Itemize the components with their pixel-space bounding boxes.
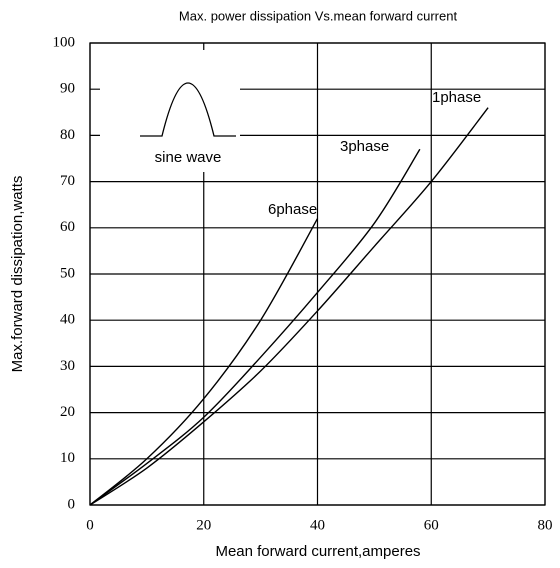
x-axis-label: Mean forward current,amperes: [215, 543, 420, 560]
y-tick-label: 30: [60, 358, 75, 374]
series-line: [89, 148, 421, 506]
annotation: sine wave: [155, 149, 222, 166]
inset-background: [100, 50, 240, 172]
lines: [89, 107, 489, 506]
y-tick-label: 80: [60, 127, 75, 143]
y-tick-label: 90: [60, 81, 75, 97]
plot-border: [89, 42, 546, 506]
sine-wave-icon: [140, 82, 236, 137]
x-tick-label: 60: [424, 517, 439, 533]
series-line: [89, 218, 319, 506]
y-tick-label: 0: [68, 496, 76, 512]
series-line: [89, 107, 489, 506]
series-label: 1phase: [432, 89, 481, 106]
x-tick-label: 80: [538, 517, 553, 533]
series-labels: 1phase 3phase 6phase: [268, 89, 481, 218]
y-tick-label: 60: [60, 219, 75, 235]
x-tick-label: 40: [310, 517, 325, 533]
chart-title: Max. power dissipation Vs.mean forward c…: [179, 8, 458, 23]
y-tick-label: 100: [53, 34, 76, 50]
y-tick-label: 10: [60, 450, 75, 466]
y-tick-label: 20: [60, 404, 75, 420]
y-tick-label: 40: [60, 312, 75, 328]
x-tick-label: 0: [86, 517, 94, 533]
series-label: 6phase: [268, 201, 317, 218]
y-tick-label: 70: [60, 173, 75, 189]
y-tick-label: 50: [60, 265, 75, 281]
x-tick-label: 20: [196, 517, 211, 533]
y-axis-label: Max.forward dissipation,watts: [9, 176, 26, 373]
series-label: 3phase: [340, 138, 389, 155]
